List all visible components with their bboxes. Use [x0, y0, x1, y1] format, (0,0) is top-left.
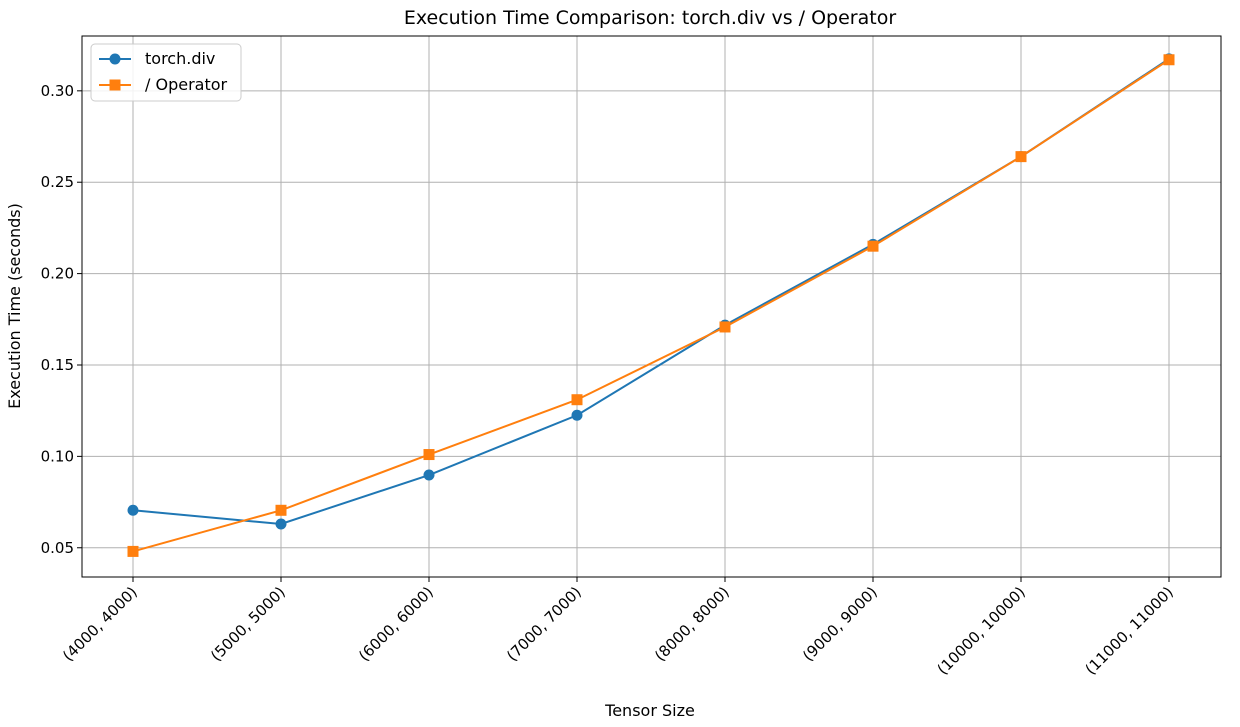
- data-point-square: [275, 504, 287, 516]
- y-axis-ticks: 0.05 0.10 0.15 0.20 0.25 0.30: [41, 82, 82, 557]
- x-tick-label: (5000, 5000): [207, 583, 289, 665]
- legend-marker-circle: [109, 53, 121, 65]
- y-tick-label: 0.05: [41, 539, 74, 557]
- legend: torch.div / Operator: [90, 43, 242, 102]
- x-tick-label: (8000, 8000): [651, 583, 733, 665]
- y-tick-label: 0.10: [41, 447, 74, 465]
- series-1: [127, 53, 1175, 530]
- y-tick-label: 0.25: [41, 173, 74, 191]
- x-tick-label: (9000, 9000): [799, 583, 881, 665]
- y-tick-label: 0.30: [41, 82, 74, 100]
- legend-item: torch.div: [99, 49, 215, 68]
- grid-lines: [82, 36, 1221, 577]
- data-point-square: [867, 240, 879, 252]
- legend-label: torch.div: [145, 49, 215, 68]
- chart-title: Execution Time Comparison: torch.div vs …: [404, 7, 896, 29]
- plot-frame: [81, 35, 1222, 578]
- y-axis-label: Execution Time (seconds): [5, 203, 24, 409]
- series-line: [132, 58, 1170, 526]
- data-point-circle: [571, 409, 583, 421]
- x-tick-label: (10000, 10000): [934, 583, 1029, 678]
- legend-item: / Operator: [99, 75, 228, 94]
- y-tick-label: 0.20: [41, 265, 74, 283]
- data-point-square: [1015, 151, 1027, 163]
- data-point-square: [423, 449, 435, 461]
- x-tick-label: (4000, 4000): [59, 583, 141, 665]
- data-point-square: [571, 394, 583, 406]
- series-layer: [127, 53, 1175, 557]
- legend-marker-square: [109, 79, 121, 91]
- x-tick-label: (11000, 11000): [1082, 583, 1177, 678]
- data-point-square: [1163, 54, 1175, 66]
- data-point-square: [719, 321, 731, 333]
- data-point-circle: [423, 469, 435, 481]
- series-2: [127, 54, 1175, 557]
- x-axis-ticks: (4000, 4000) (5000, 5000) (6000, 6000) (700…: [59, 577, 1177, 678]
- x-axis-label: Tensor Size: [604, 701, 695, 720]
- y-tick-label: 0.15: [41, 356, 74, 374]
- data-point-circle: [275, 518, 287, 530]
- data-point-square: [127, 545, 139, 557]
- legend-label: / Operator: [145, 75, 228, 94]
- data-point-circle: [127, 504, 139, 516]
- x-tick-label: (7000, 7000): [503, 583, 585, 665]
- series-line: [132, 58, 1170, 553]
- x-tick-label: (6000, 6000): [355, 583, 437, 665]
